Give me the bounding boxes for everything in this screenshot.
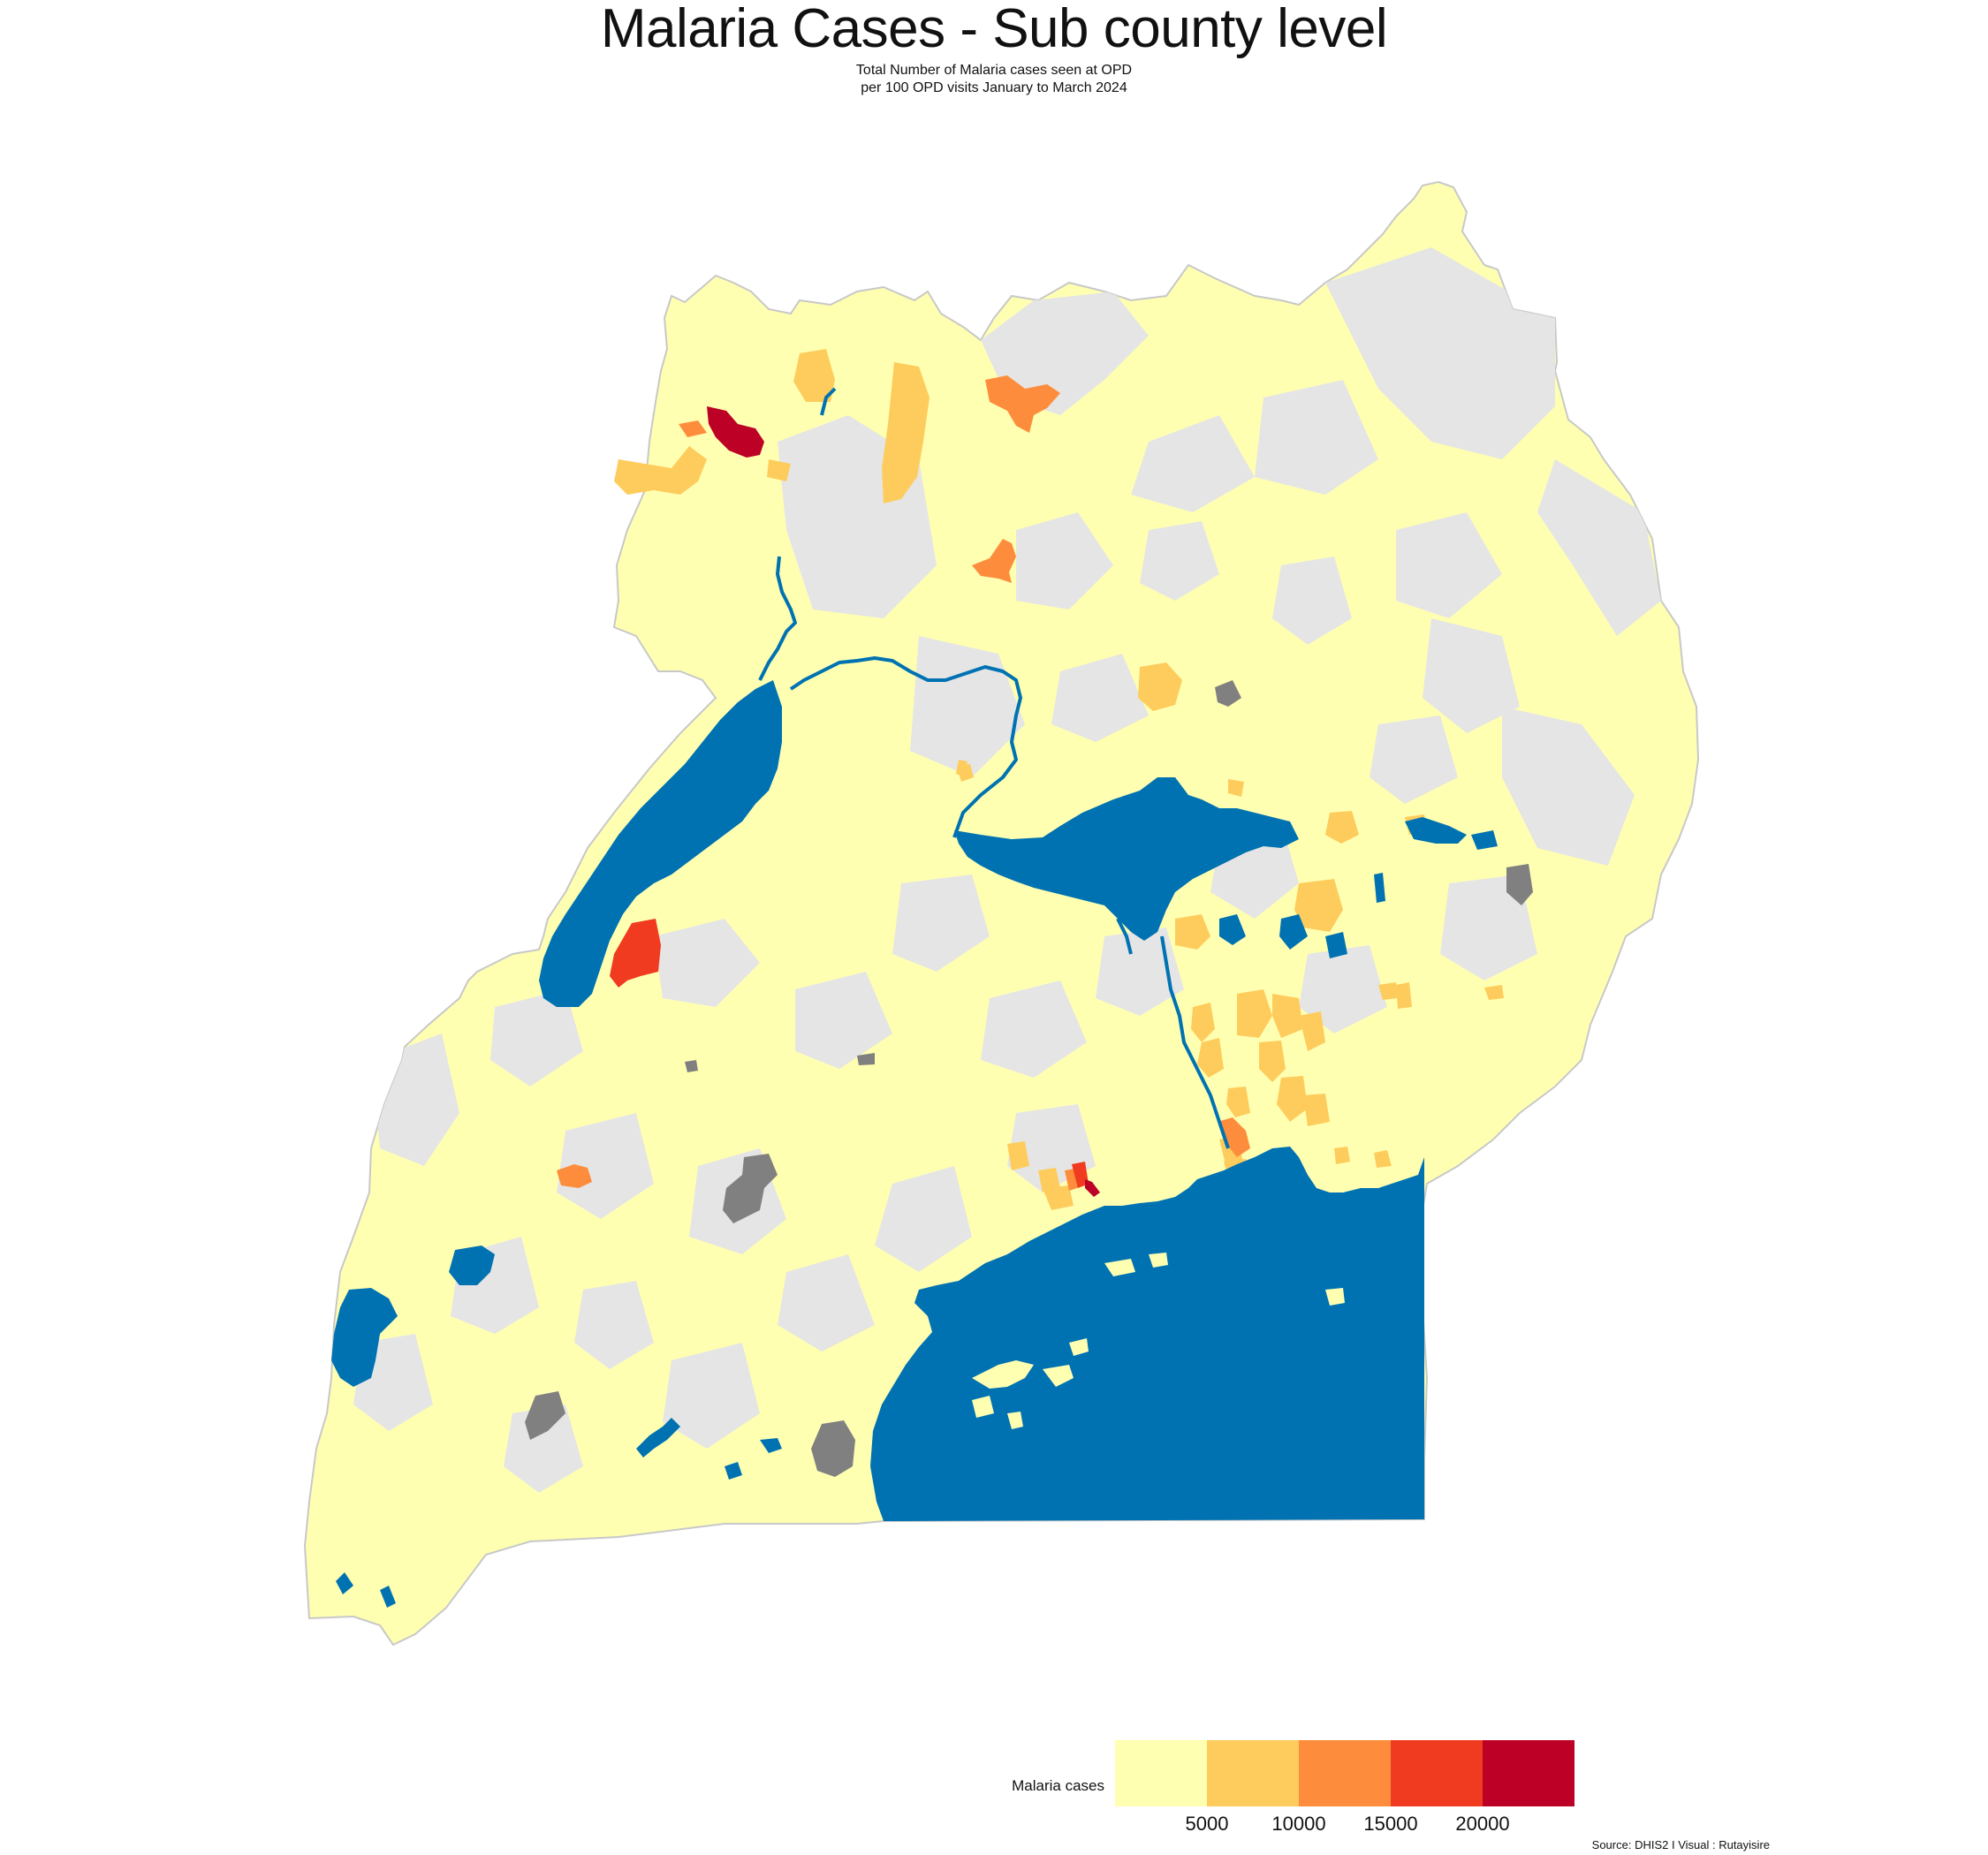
lake-edward [331,1288,398,1387]
legend-tick-label: 5000 [1185,1813,1229,1835]
legend-swatch [1207,1740,1299,1806]
water-bodies [331,680,1498,1608]
category-15000-20000 [610,919,1089,1188]
legend-swatch [1483,1740,1574,1806]
lake-victoria [870,1147,1424,1521]
lake-albert [539,680,782,1007]
legend-colorbar [1115,1740,1574,1806]
legend-swatch [1391,1740,1483,1806]
lake-george [449,1246,495,1285]
legend-tick-label: 10000 [1271,1813,1326,1835]
map-title: Malaria Cases - Sub county level [600,0,1388,59]
no-data-areas [353,247,1661,1493]
legend-tick-label: 20000 [1455,1813,1510,1835]
legend-tick-label: 15000 [1363,1813,1418,1835]
source-caption: Source: DHIS2 I Visual : Rutayisire [1591,1838,1770,1851]
category-5000-10000 [614,349,1504,1210]
lake-kyoga [954,777,1299,941]
lake-islands [972,1253,1345,1429]
category-20000-plus [707,406,1100,1197]
map-subtitle: Total Number of Malaria cases seen at OP… [855,63,1133,95]
victoria-nile [789,656,1022,838]
missing-data-areas [525,680,1533,1477]
legend-swatch [1115,1740,1207,1806]
upper-nile [1160,935,1230,1149]
albert-nile [758,556,797,681]
rivers [758,387,1230,1149]
legend-title: Malaria cases [1012,1777,1104,1794]
legend-swatch [1299,1740,1391,1806]
